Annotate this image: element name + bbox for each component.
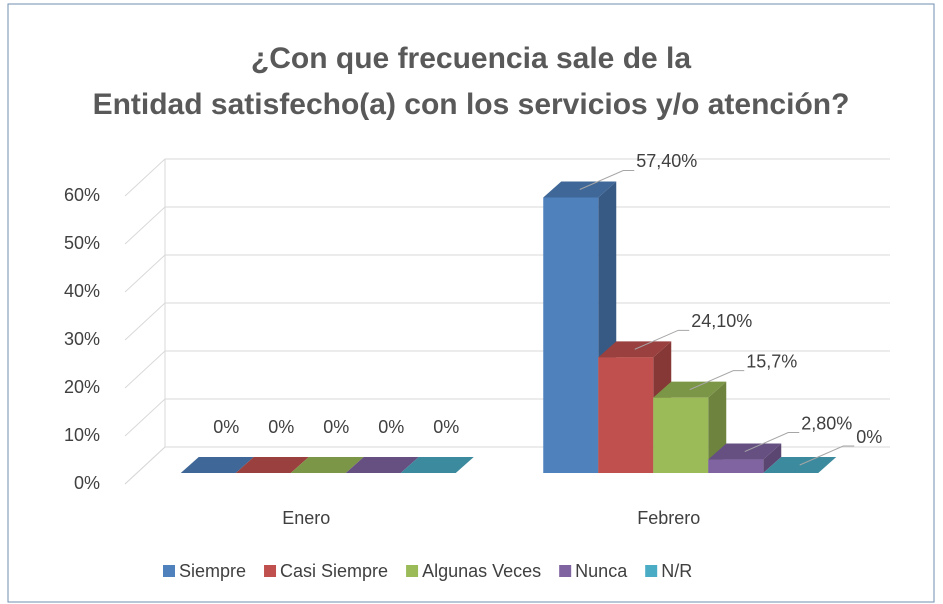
bar-front — [598, 357, 654, 473]
grid-line — [124, 302, 890, 341]
legend-swatch — [264, 565, 277, 577]
bar — [180, 457, 254, 473]
y-tick-label: 20% — [64, 377, 100, 397]
chart-title: ¿Con que frecuencia sale de la Entidad sa… — [93, 42, 850, 121]
value-label: 57,40% — [636, 151, 697, 171]
legend-label: Siempre — [179, 561, 246, 581]
grid-line — [124, 158, 890, 197]
value-label: 0% — [268, 417, 294, 437]
grid-line — [124, 206, 890, 245]
x-tick-label: Enero — [282, 508, 330, 528]
bar-top — [400, 457, 474, 473]
legend-swatch — [163, 565, 175, 577]
y-tick-label: 0% — [74, 473, 100, 493]
bar-top — [235, 457, 309, 473]
grid-line — [124, 254, 890, 293]
value-label: 0% — [323, 417, 349, 437]
bar-front — [543, 197, 599, 474]
legend-swatch — [406, 565, 419, 577]
y-tick-label: 50% — [64, 233, 100, 253]
legend-swatch — [645, 565, 658, 577]
value-label: 0% — [433, 417, 459, 437]
bar — [653, 381, 727, 473]
leader-line — [744, 432, 800, 453]
value-label: 2,80% — [801, 413, 852, 433]
bar-front — [653, 397, 709, 473]
value-label: 15,7% — [746, 351, 797, 371]
legend-label: Casi Siempre — [280, 561, 388, 581]
leader-line — [634, 329, 690, 350]
legend-label: N/R — [661, 561, 692, 581]
bar — [290, 457, 364, 473]
bar-front — [708, 459, 764, 473]
legend-label: Nunca — [575, 561, 628, 581]
bar — [345, 457, 419, 473]
bar-top — [345, 457, 419, 473]
y-tick-label: 40% — [64, 281, 100, 301]
value-label: 0% — [213, 417, 239, 437]
bar-top — [180, 457, 254, 473]
value-label: 0% — [378, 417, 404, 437]
legend-label: Algunas Veces — [422, 561, 541, 581]
leader-line — [799, 445, 855, 466]
x-tick-label: Febrero — [637, 508, 700, 528]
leader-line — [579, 169, 635, 190]
y-tick-label: 60% — [64, 185, 100, 205]
bar-top — [290, 457, 364, 473]
value-label: 0% — [856, 427, 882, 447]
bar — [400, 457, 474, 473]
bar-side — [763, 443, 782, 473]
value-label: 24,10% — [691, 311, 752, 331]
y-tick-label: 30% — [64, 329, 100, 349]
y-tick-label: 10% — [64, 425, 100, 445]
bar — [235, 457, 309, 473]
legend-swatch — [559, 565, 572, 577]
leader-line — [689, 370, 745, 391]
